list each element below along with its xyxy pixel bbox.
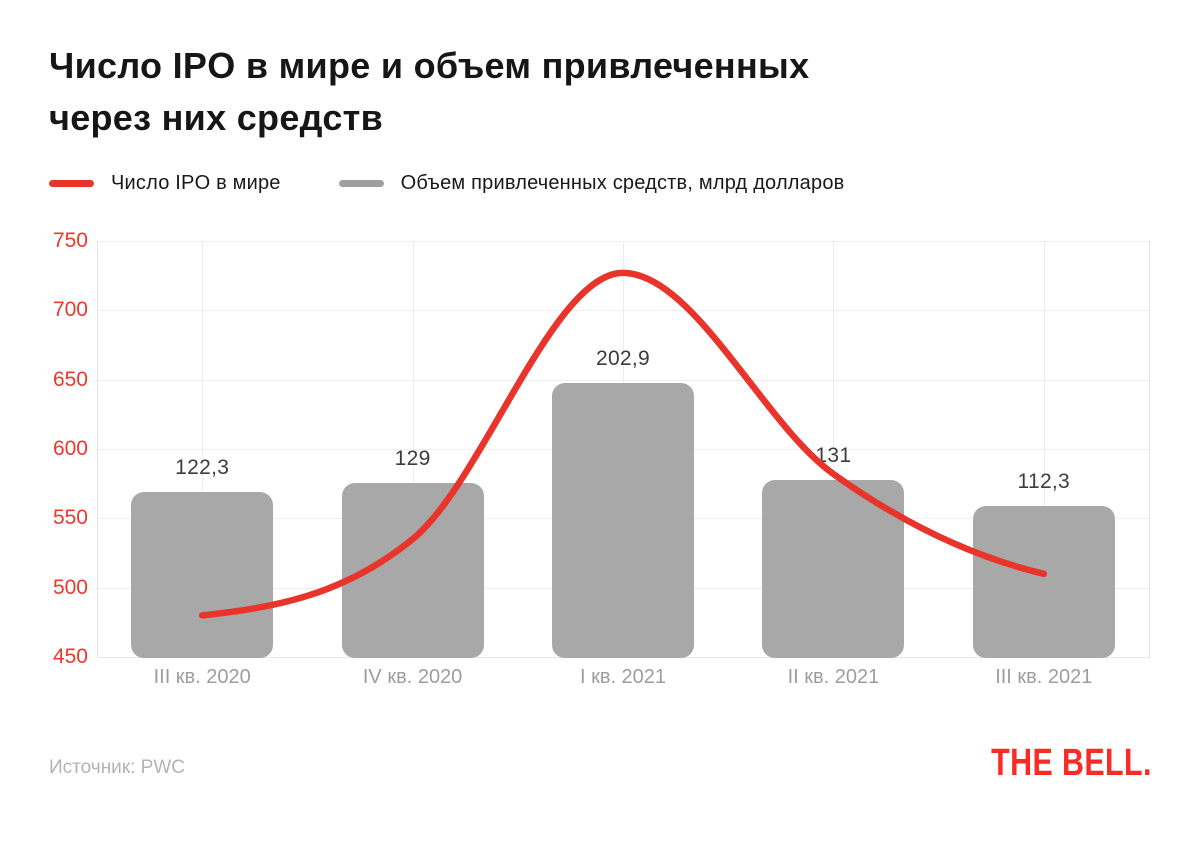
x-axis-label: III кв. 2021 [995,666,1093,688]
bar [131,492,274,658]
page-title-line-2: через них средств [49,97,384,138]
line-series-swatch-icon [49,180,94,187]
plot-border-left [97,241,98,658]
bar-value-label: 202,9 [595,346,651,370]
y-tick-label: 500 [52,575,88,599]
bar [341,483,484,658]
page-title-line-1: Число IPO в мире и объем привлеченных [49,45,810,86]
source-label: Источник: PWC [49,757,185,778]
bar-value-label: 112,3 [1017,469,1071,493]
x-axis-label: IV кв. 2020 [362,666,463,688]
bar-value-label: 131 [815,444,852,468]
y-tick-label: 550 [52,506,88,530]
bar-value-label: 129 [394,447,431,471]
legend-item-line-series: Число IPO в мире [49,172,281,195]
page-title: Число IPO в мире и объем привлеченных че… [49,40,809,144]
x-axis-label: III кв. 2020 [153,666,251,688]
bar [552,382,694,658]
y-tick-label: 650 [52,367,88,391]
y-tick-label: 600 [52,437,88,460]
x-axis-label: II кв. 2021 [787,666,880,688]
x-axis-label: I кв. 2021 [579,666,667,688]
y-tick-label: 700 [52,298,88,322]
plot-border-right [1149,241,1150,658]
y-tick-label: 750 [52,229,88,252]
bar [972,505,1115,658]
the-bell-logo: THE BELL. [991,742,1152,784]
y-tick-label: 450 [52,645,88,668]
legend: Число IPO в мире Объем привлеченных сред… [49,172,844,195]
legend-label-bar-series: Объем привлеченных средств, млрд долларо… [400,172,845,194]
bar-value-label: 122,3 [175,456,230,480]
legend-label-line-series: Число IPO в мире [111,172,281,194]
bar [762,480,905,658]
bar-series-swatch-icon [338,180,384,187]
legend-item-bar-series: Объем привлеченных средств, млрд долларо… [338,172,845,195]
